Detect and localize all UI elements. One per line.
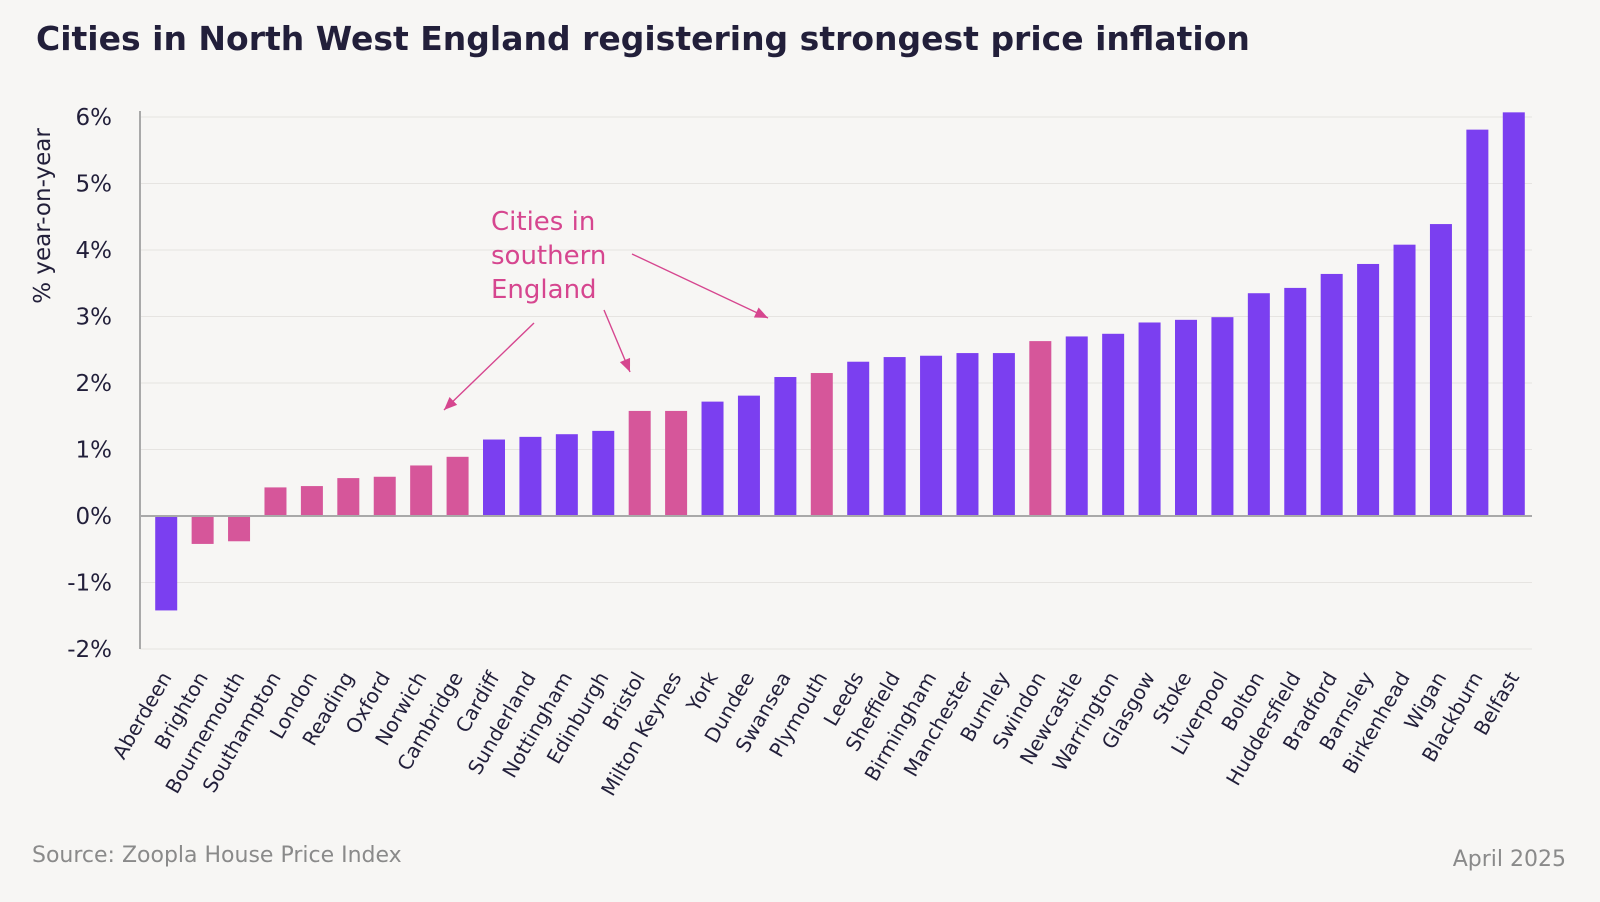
bar-sunderland [519, 436, 542, 516]
annotation-text: southern [491, 241, 606, 271]
bar-swansea [774, 377, 797, 516]
y-tick-label: 1% [76, 438, 113, 464]
bar-wigan [1429, 224, 1452, 516]
y-axis-label: % year-on-year [30, 128, 56, 304]
bar-swindon [1029, 341, 1052, 516]
annotation-arrow [631, 253, 769, 319]
y-tick-label: 0% [76, 504, 113, 530]
source-note: Source: Zoopla House Price Index [32, 843, 402, 868]
bar-bristol [628, 410, 651, 516]
y-tick-label: 4% [76, 238, 113, 264]
bar-barnsley [1357, 263, 1380, 516]
x-axis-labels: AberdeenBrightonBournemouthSouthamptonLo… [107, 666, 1524, 800]
bar-stoke [1175, 319, 1197, 516]
y-tick-label: 3% [76, 305, 113, 331]
bar-warrington [1102, 333, 1125, 516]
bar-bournemouth [228, 516, 251, 542]
bar-cardiff [483, 439, 505, 516]
arrowhead [619, 357, 631, 372]
bar-cambridge [446, 456, 469, 516]
bar-bolton [1247, 293, 1270, 516]
annotation-text: Cities in [491, 207, 595, 237]
bar-reading [337, 478, 360, 516]
annotation: Cities in southern England [443, 207, 769, 411]
date-note: April 2025 [1453, 847, 1566, 872]
bar-southampton [264, 487, 287, 516]
annotation-arrow [443, 322, 535, 411]
bar-aberdeen [155, 516, 178, 611]
gridlines [140, 116, 1532, 650]
bar-plymouth [810, 373, 833, 516]
bar-london [300, 486, 323, 516]
bar-oxford [373, 476, 396, 516]
bar-edinburgh [592, 430, 615, 516]
bar-nottingham [555, 434, 578, 516]
chart-title: Cities in North West England registering… [36, 19, 1250, 58]
bar-huddersfield [1284, 287, 1307, 516]
bar-brighton [191, 516, 214, 544]
bar-sheffield [883, 357, 906, 516]
annotation-text: England [491, 275, 597, 305]
y-tick-label: -1% [67, 571, 112, 597]
bar-newcastle [1065, 336, 1088, 516]
bar-leeds [847, 361, 870, 516]
bar-glasgow [1138, 322, 1161, 516]
y-tick-label: 6% [76, 105, 113, 131]
arrowhead [444, 397, 458, 410]
bar-york [701, 401, 724, 516]
y-axis-ticks: 6% 5% 4% 3% 2% 1% 0% -1% -2% [67, 105, 112, 663]
bar-manchester [956, 353, 979, 516]
bars [155, 112, 1525, 611]
bar-milton-keynes [665, 410, 688, 516]
bar-liverpool [1211, 317, 1234, 516]
y-tick-label: -2% [67, 637, 112, 663]
arrowhead [753, 307, 768, 318]
bar-birmingham [920, 355, 943, 516]
bar-bradford [1320, 273, 1343, 516]
bar-birkenhead [1393, 244, 1416, 516]
y-tick-label: 2% [76, 371, 113, 397]
bar-belfast [1502, 112, 1525, 516]
y-tick-label: 5% [76, 172, 113, 198]
bar-blackburn [1466, 129, 1489, 516]
bar-norwich [410, 465, 433, 516]
bar-burnley [992, 353, 1015, 516]
bar-dundee [737, 395, 760, 516]
